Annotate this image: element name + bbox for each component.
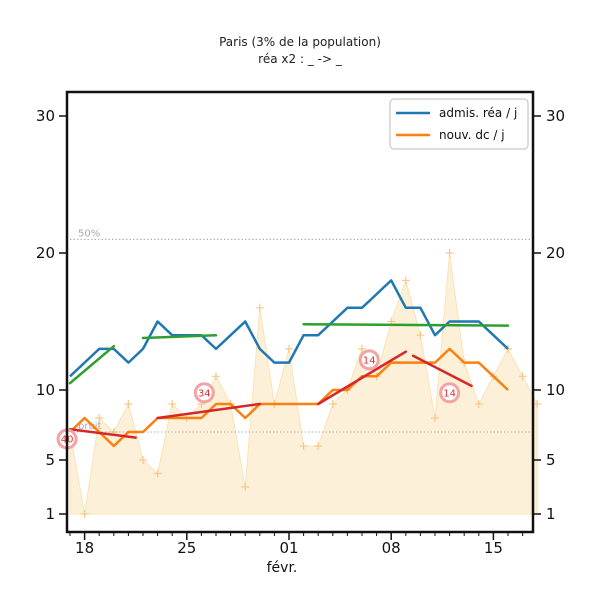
raw-point <box>124 400 133 408</box>
x-tick-label-1: 25 <box>177 539 196 557</box>
legend: admis. réa / j nouv. dc / j <box>389 98 529 150</box>
x-tick-label-3: 08 <box>382 539 401 557</box>
raw-point <box>445 249 454 257</box>
raw-point <box>416 331 425 340</box>
badge-ring-1 <box>193 382 215 404</box>
raw-point <box>328 400 337 408</box>
series-line-0 <box>69 279 509 378</box>
ref-label-0: 50% <box>78 228 100 239</box>
y-tick-label-left-5: 5 <box>45 451 55 469</box>
x-tick-label-2: 01 <box>279 539 298 557</box>
legend-label-dc: nouv. dc / j <box>439 128 505 142</box>
raw-point <box>212 372 220 381</box>
badge-label-3: 14 <box>443 388 456 399</box>
y-tick-label-left-30: 30 <box>36 107 55 125</box>
raw-point <box>139 456 147 464</box>
series-line-1 <box>69 347 509 448</box>
y-tick-label-left-1: 1 <box>45 505 55 523</box>
raw-area <box>69 252 538 515</box>
raw-point <box>285 344 293 353</box>
badge-label-2: 14 <box>363 355 376 366</box>
y-tick-label-left-10: 10 <box>36 381 55 399</box>
raw-point <box>255 303 264 312</box>
chart-subtitle: réa x2 : _ -> _ <box>258 52 343 66</box>
trend-green-2 <box>302 322 510 327</box>
x-axis: 18 25 01 08 15 <box>69 532 524 557</box>
y-tick-label-right-10: 10 <box>546 381 565 399</box>
y-tick-label-left-20: 20 <box>36 244 55 262</box>
legend-label-rea: admis. réa / j <box>439 106 517 120</box>
badge-ring-2 <box>358 349 380 371</box>
chart-title: Paris (3% de la population) <box>219 35 381 49</box>
raw-point <box>401 276 410 285</box>
raw-point <box>299 442 308 450</box>
x-axis-label: févr. <box>267 560 298 576</box>
y-tick-label-right-20: 20 <box>546 244 565 262</box>
ref-label-1: bruit <box>78 421 102 432</box>
x-tick-label-0: 18 <box>75 539 94 557</box>
raw-point <box>153 469 162 478</box>
plot-frame <box>65 90 535 534</box>
raw-point <box>241 483 250 491</box>
x-tick-label-4: 15 <box>484 539 503 557</box>
trend-green-0 <box>68 344 116 385</box>
trend-red-0 <box>68 427 137 439</box>
trend-green-1 <box>141 333 218 340</box>
badge-ring-3 <box>439 382 461 404</box>
raw-point <box>168 400 177 408</box>
y-axis-left: 1 5 10 20 30 <box>36 107 67 523</box>
raw-point <box>518 372 527 381</box>
y-axis-right: 1 5 10 20 30 <box>533 107 565 523</box>
trend-red-3 <box>411 354 473 388</box>
raw-point <box>314 442 323 450</box>
trend-red-1 <box>156 402 262 420</box>
raw-point <box>95 414 104 422</box>
y-tick-label-right-1: 1 <box>546 505 556 523</box>
y-tick-label-right-5: 5 <box>546 451 556 469</box>
legend-box <box>389 98 529 150</box>
raw-point <box>358 344 366 353</box>
y-tick-label-right-30: 30 <box>546 107 565 125</box>
trend-red-2 <box>316 350 408 406</box>
raw-point <box>474 400 483 408</box>
raw-point <box>533 400 542 408</box>
raw-point <box>80 510 89 518</box>
raw-point <box>431 414 439 422</box>
badge-label-1: 34 <box>198 388 211 399</box>
